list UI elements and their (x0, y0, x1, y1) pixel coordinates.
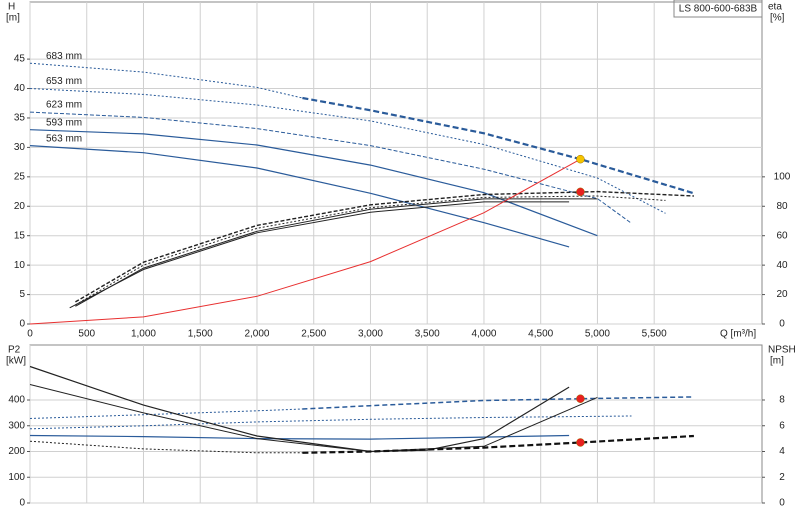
y-tick-label: 400 (8, 395, 25, 406)
y-tick-label: 35 (14, 113, 26, 124)
x-tick-label: 4,500 (528, 329, 553, 340)
curve (302, 96, 695, 195)
operating-point (576, 394, 585, 403)
x-tick-label: 2,500 (301, 329, 326, 340)
y2-tick-label: 0 (779, 498, 785, 509)
y2-tick-label: 80 (776, 201, 788, 212)
y-tick-label: 5 (19, 289, 25, 300)
x-axis-label: Q [m³/h] (720, 329, 756, 340)
chart-title: LS 800-600-683B (679, 4, 758, 15)
y2-tick-label: 100 (774, 171, 791, 182)
y2-tick-label: 4 (779, 446, 785, 457)
x-tick-label: 500 (78, 329, 95, 340)
curve (75, 198, 598, 307)
operating-point (576, 187, 585, 197)
curve (29, 145, 570, 248)
y2-tick-label: 8 (779, 395, 785, 406)
curve (29, 384, 598, 453)
y-axis-label: H (8, 2, 15, 13)
y-axis-unit: [m] (6, 13, 20, 24)
y-tick-label: 100 (8, 472, 25, 483)
y-tick-label: 40 (14, 83, 26, 94)
curve (75, 195, 666, 306)
operating-point (576, 154, 585, 164)
curve (29, 415, 632, 430)
y-tick-label: 10 (14, 260, 26, 271)
curve (302, 434, 694, 454)
curve-label: 593 mm (46, 117, 82, 128)
curve-label: 563 mm (46, 133, 82, 144)
x-tick-label: 4,000 (471, 329, 496, 340)
plot-frame (29, 1, 763, 325)
y-axis-label: P2 (8, 345, 21, 356)
curve-label: 623 mm (46, 100, 82, 111)
y2-tick-label: 2 (779, 472, 785, 483)
x-tick-label: 1,000 (131, 329, 156, 340)
y-tick-label: 45 (14, 54, 26, 65)
x-tick-label: 5,500 (642, 329, 667, 340)
y-tick-label: 0 (19, 498, 25, 509)
y2-axis-label: eta (768, 2, 782, 13)
curve (29, 440, 303, 454)
x-tick-label: 5,000 (585, 329, 610, 340)
y-tick-label: 25 (14, 171, 26, 182)
y2-axis-unit: [%] (770, 13, 785, 24)
y2-tick-label: 6 (779, 420, 785, 431)
curve (29, 62, 303, 99)
y-axis-unit: [kW] (6, 356, 26, 367)
y2-tick-label: 40 (776, 260, 788, 271)
y2-tick-label: 20 (776, 289, 788, 300)
curve-label: 683 mm (46, 51, 82, 62)
y-tick-label: 30 (14, 142, 26, 153)
curve (302, 396, 694, 410)
curve (75, 190, 694, 303)
y-tick-label: 20 (14, 201, 26, 212)
x-tick-label: 2,000 (244, 329, 269, 340)
curve (29, 408, 303, 419)
curve (69, 201, 570, 309)
x-tick-label: 1,500 (188, 329, 213, 340)
operating-point (576, 438, 585, 447)
x-tick-label: 3,500 (415, 329, 440, 340)
y2-axis-unit: [m] (770, 356, 784, 367)
y-tick-label: 300 (8, 420, 25, 431)
x-tick-label: 3,000 (358, 329, 383, 340)
y-tick-label: 0 (19, 319, 25, 330)
curve (29, 434, 570, 440)
y-tick-label: 15 (14, 230, 26, 241)
y2-axis-label: NPSH (768, 345, 796, 356)
y2-tick-label: 60 (776, 230, 788, 241)
curve (29, 129, 598, 237)
curve (29, 158, 581, 325)
y2-tick-label: 0 (779, 319, 785, 330)
plot-frame (29, 344, 763, 504)
x-tick-label: 0 (27, 329, 33, 340)
curve (29, 88, 666, 214)
curve-label: 653 mm (46, 76, 82, 87)
y-tick-label: 200 (8, 446, 25, 457)
curve (29, 111, 632, 224)
